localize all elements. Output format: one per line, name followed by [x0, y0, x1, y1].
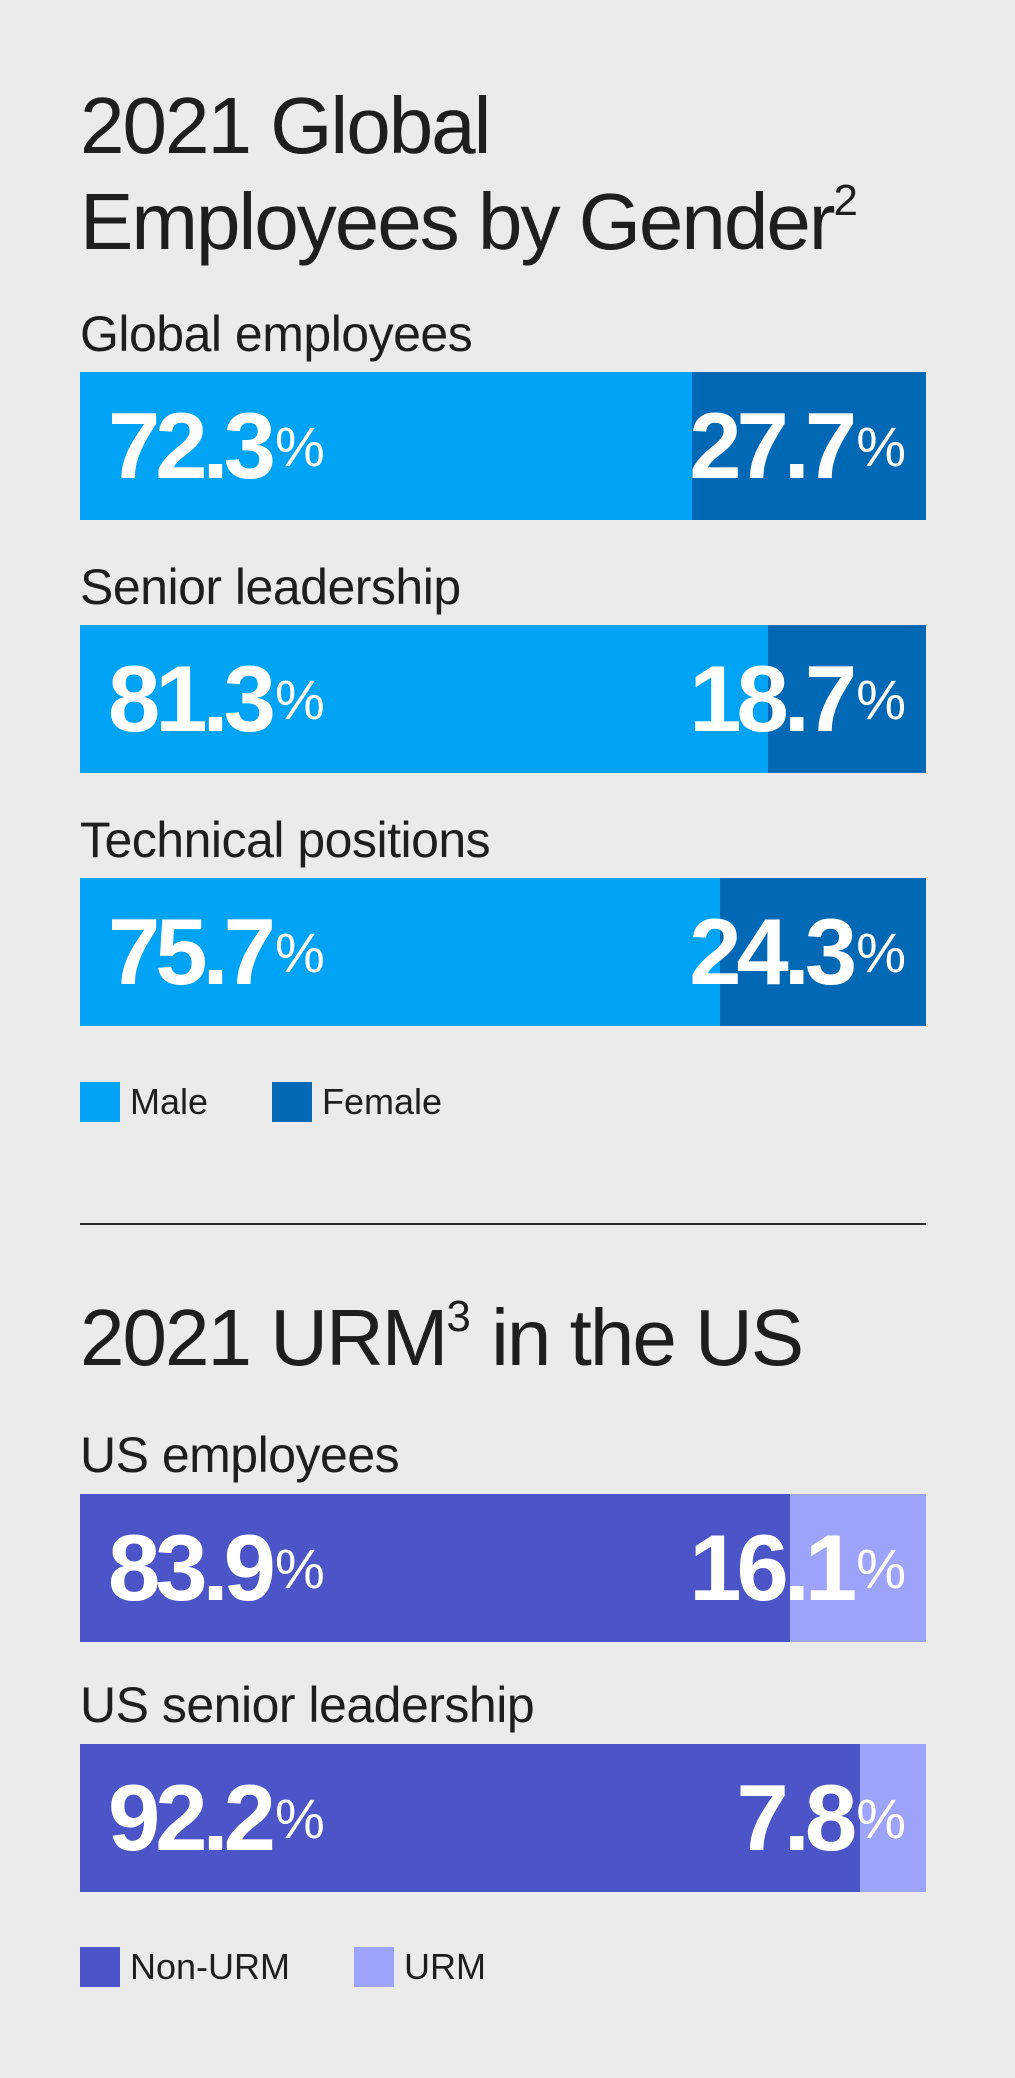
legend-swatch-male — [80, 1082, 120, 1122]
legend-swatch-female — [272, 1082, 313, 1122]
data-label-unit: % — [274, 667, 325, 731]
gender-legend: Male Female — [80, 1081, 506, 1123]
data-label-value: 24.3 — [689, 899, 857, 1004]
gender-chart-title: 2021 Global Employees by Gender2 — [80, 78, 858, 283]
category-label-us-employees: US employees — [80, 1427, 400, 1483]
data-label-unit: % — [274, 414, 325, 478]
bar-segment-male-technical-positions — [80, 878, 721, 1026]
bar-segment-non-urm-us-senior-leadership — [80, 1744, 860, 1892]
data-label-unit: % — [274, 1536, 325, 1600]
category-label-us-senior-leadership: US senior leadership — [80, 1677, 535, 1733]
legend-item-non-urm: Non-URM — [80, 1946, 290, 1988]
urm-title-part1: 2021 URM — [80, 1293, 448, 1382]
category-label-global-employees: Global employees — [80, 306, 473, 362]
data-label-urm-us-senior-leadership: 7.8% — [737, 1744, 906, 1892]
data-label-unit: % — [856, 1536, 906, 1600]
gender-title-text: Employees by Gender — [80, 177, 836, 266]
data-label-male-technical-positions: 75.7% — [108, 878, 325, 1026]
section-divider — [80, 1223, 926, 1225]
bar-senior-leadership: 81.3% 18.7% — [80, 625, 926, 773]
data-label-non-urm-us-employees: 83.9% — [108, 1494, 325, 1642]
urm-chart-title: 2021 URM3 in the US — [80, 1290, 804, 1399]
bar-segment-male-senior-leadership — [80, 625, 768, 773]
data-label-non-urm-us-senior-leadership: 92.2% — [108, 1744, 325, 1892]
legend-label-male: Male — [130, 1081, 209, 1122]
data-label-value: 16.1 — [689, 1515, 857, 1620]
data-label-value: 75.7 — [108, 899, 276, 1004]
urm-title-footnote: 3 — [446, 1292, 471, 1341]
urm-title-part2: in the US — [470, 1293, 804, 1382]
urm-legend: Non-URM URM — [80, 1946, 550, 1988]
data-label-value: 27.7 — [689, 393, 857, 498]
gender-title-line2: Employees by Gender2 — [80, 174, 858, 283]
data-label-value: 7.8 — [736, 1765, 858, 1870]
legend-swatch-urm — [354, 1947, 395, 1987]
data-label-female-technical-positions: 24.3% — [689, 878, 906, 1026]
data-label-unit: % — [856, 667, 906, 731]
data-label-female-senior-leadership: 18.7% — [689, 625, 906, 773]
gender-title-line1: 2021 Global — [80, 81, 491, 170]
legend-item-female: Female — [272, 1081, 442, 1123]
category-label-senior-leadership: Senior leadership — [80, 559, 461, 615]
bar-global-employees: 72.3% 27.7% — [80, 372, 926, 520]
legend-label-non-urm: Non-URM — [130, 1946, 291, 1987]
data-label-value: 72.3 — [108, 393, 276, 498]
bar-segment-urm-us-senior-leadership — [860, 1744, 926, 1892]
data-label-unit: % — [274, 1786, 325, 1850]
category-label-technical-positions: Technical positions — [80, 812, 491, 868]
data-label-value: 92.2 — [108, 1765, 276, 1870]
legend-item-male: Male — [80, 1081, 208, 1123]
bar-segment-urm-us-employees — [789, 1494, 926, 1642]
bar-segment-male-global-employees — [80, 372, 692, 520]
legend-item-urm: URM — [354, 1946, 486, 1988]
gender-title-footnote: 2 — [833, 176, 859, 225]
data-label-value: 81.3 — [108, 646, 276, 751]
data-label-female-global-employees: 27.7% — [689, 372, 906, 520]
bar-us-employees: 83.9% 16.1% — [80, 1494, 926, 1642]
bar-technical-positions: 75.7% 24.3% — [80, 878, 926, 1026]
data-label-unit: % — [856, 920, 906, 984]
bar-segment-female-technical-positions — [720, 878, 926, 1026]
bar-segment-female-senior-leadership — [767, 625, 926, 773]
data-label-male-senior-leadership: 81.3% — [108, 625, 325, 773]
data-label-unit: % — [856, 414, 906, 478]
bar-segment-female-global-employees — [691, 372, 926, 520]
legend-label-urm: URM — [404, 1946, 486, 1987]
data-label-male-global-employees: 72.3% — [108, 372, 325, 520]
bar-segment-non-urm-us-employees — [80, 1494, 790, 1642]
bar-us-senior-leadership: 92.2% 7.8% — [80, 1744, 926, 1892]
data-label-urm-us-employees: 16.1% — [689, 1494, 906, 1642]
data-label-unit: % — [856, 1786, 906, 1850]
legend-label-female: Female — [322, 1081, 443, 1122]
data-label-value: 83.9 — [108, 1515, 276, 1620]
data-label-unit: % — [274, 920, 325, 984]
data-label-value: 18.7 — [689, 646, 857, 751]
legend-swatch-non-urm — [80, 1947, 120, 1987]
